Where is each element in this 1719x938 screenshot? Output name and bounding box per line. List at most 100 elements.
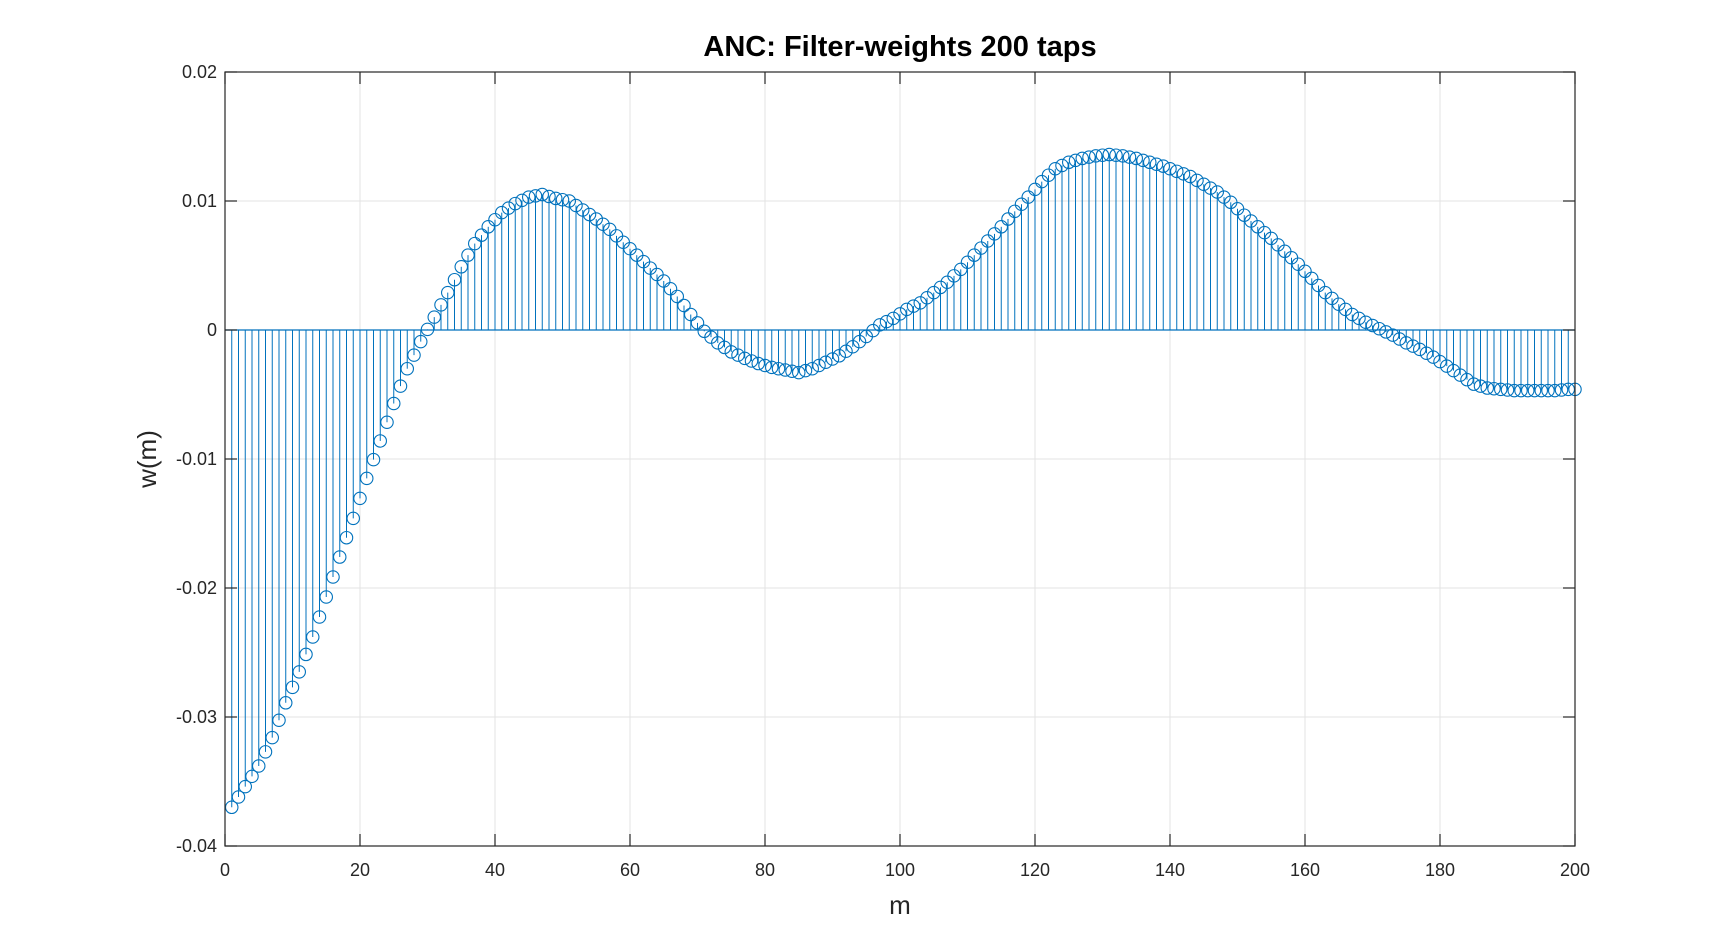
x-tick-label: 120 [1020,860,1050,880]
stem-marker [737,351,752,366]
x-tick-label: 80 [755,860,775,880]
stem-marker [319,590,333,604]
stem-marker [1102,147,1117,162]
stem-marker [454,260,468,274]
stem-marker [359,471,374,486]
stem-marker [420,322,435,337]
stem-marker [1170,164,1184,179]
y-tick-label: 0 [207,320,217,340]
stem-marker [481,220,495,234]
x-tick-label: 160 [1290,860,1320,880]
stem-marker [683,307,698,322]
stem-marker [751,356,765,371]
y-tick-label: 0.01 [182,191,217,211]
stem-marker [393,379,408,393]
stem-marker [906,299,921,313]
tick-marks [224,71,1576,847]
stem-marker [1217,190,1231,204]
stem-marker [1163,162,1177,176]
x-tick-label: 60 [620,860,640,880]
stem-marker [1210,185,1225,199]
stem-marker [913,296,927,310]
stem-marker [872,318,887,332]
stem-marker [670,289,684,304]
stem-marker [974,241,988,255]
stem-marker [1453,368,1468,382]
stem-marker [1480,381,1495,395]
stem-marker [926,285,941,300]
stem-marker [1156,159,1171,173]
stem-marker [1183,169,1198,184]
stem-marker [1386,328,1400,342]
stem-marker [839,344,853,359]
stem-marker [1082,150,1096,164]
stem-marker [258,745,273,759]
x-tick-label: 100 [885,860,915,880]
stem-marker [1521,383,1535,398]
stem-marker [1534,383,1549,398]
stem-marker [994,220,1008,234]
stem-marker [1440,359,1454,373]
stem-marker [1527,383,1542,398]
stem-marker [488,212,502,227]
stem-marker [407,348,421,362]
stem-marker [663,281,678,296]
stem-marker [427,310,441,324]
stem-marker [575,203,590,217]
y-tick-label: -0.01 [176,449,217,469]
stem-marker [292,665,306,679]
stem-marker [1473,379,1488,393]
stem-marker [1446,363,1461,378]
stem-marker [312,610,327,624]
stem-marker [1305,271,1319,286]
stem-marker [656,274,671,288]
x-tick-label: 20 [350,860,370,880]
stem-marker [1311,278,1326,293]
y-tick-labels: -0.04 -0.03 -0.02 -0.01 0 0.01 0.02 [176,62,217,856]
x-tick-label: 180 [1425,860,1455,880]
y-tick-label: -0.03 [176,707,217,727]
stem-marker [893,307,907,321]
stem-marker [1068,153,1083,168]
stem-marker [413,334,428,349]
stem-marker [825,352,840,366]
stem-marker [1399,336,1414,350]
stem-marker [812,358,826,373]
stem-marker [1379,325,1393,339]
stem-marker [265,730,279,745]
stem-marker [1345,307,1360,322]
stem-marker [542,189,556,204]
stem-marker [1514,383,1528,398]
stem-marker [366,452,381,467]
stem-marker [596,217,610,231]
stem-marker [252,759,266,773]
stem-markers [225,147,1582,815]
stem-marker [1406,339,1420,353]
stem-marker [278,696,293,710]
stem-marker [953,262,968,277]
stem-marker [1507,383,1522,398]
stem-marker [501,201,516,215]
stem-marker [818,355,833,369]
stem-marker [1426,350,1441,364]
stem-marker [589,212,603,226]
stem-marker [1028,182,1042,197]
stem-marker [528,189,543,203]
stem-marker [987,227,1002,241]
stem-marker [238,779,253,794]
stem-marker [1048,162,1063,176]
stem-marker [724,345,738,359]
stem-marker [1352,311,1366,326]
stem-marker [434,298,448,312]
stem-marker [474,228,489,242]
stem-marker [508,196,522,211]
stem-marker [272,713,286,727]
stem-marker [1467,377,1481,391]
stem-marker [1338,302,1353,317]
stem-marker [1109,148,1123,162]
x-tick-label: 40 [485,860,505,880]
stem-marker [1419,346,1434,360]
stem-marker [494,205,509,220]
